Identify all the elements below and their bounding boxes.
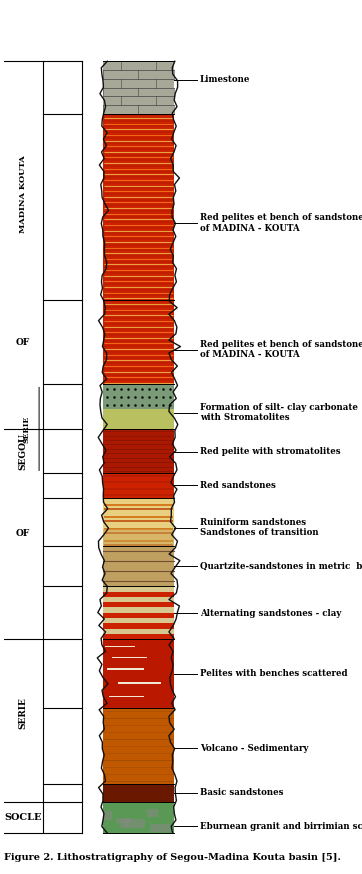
Bar bbox=[103, 385, 174, 429]
Bar bbox=[104, 520, 173, 522]
Text: SERIE: SERIE bbox=[22, 415, 30, 442]
Bar bbox=[103, 409, 174, 429]
Text: Eburnean granit and birrimian schists: Eburnean granit and birrimian schists bbox=[200, 822, 362, 831]
Bar bbox=[116, 818, 131, 823]
Bar bbox=[105, 646, 135, 648]
Bar bbox=[103, 114, 174, 300]
Bar bbox=[103, 628, 174, 634]
Bar bbox=[103, 586, 174, 639]
Bar bbox=[103, 61, 174, 114]
Bar bbox=[103, 618, 174, 623]
Bar bbox=[104, 540, 173, 542]
Bar bbox=[111, 656, 147, 658]
Bar bbox=[104, 508, 173, 510]
Bar bbox=[103, 592, 174, 597]
Bar bbox=[103, 802, 174, 833]
Text: Pelites with benches scattered: Pelites with benches scattered bbox=[200, 669, 348, 678]
Text: Alternating sandstones - clay: Alternating sandstones - clay bbox=[200, 608, 341, 618]
Text: SEGOU: SEGOU bbox=[18, 434, 28, 470]
Bar bbox=[103, 623, 174, 628]
Text: Ruiniform sandstones
Sandstones of transition: Ruiniform sandstones Sandstones of trans… bbox=[200, 517, 319, 538]
Bar bbox=[150, 824, 171, 832]
Bar bbox=[103, 529, 174, 546]
Bar bbox=[103, 634, 174, 639]
Text: Figure 2. Lithostratigraphy of Segou-Madina Kouta basin [5].: Figure 2. Lithostratigraphy of Segou-Mad… bbox=[4, 853, 341, 862]
Text: Basic sandstones: Basic sandstones bbox=[200, 788, 283, 797]
Text: Red pelites et bench of sandstone
of MADINA - KOUTA: Red pelites et bench of sandstone of MAD… bbox=[200, 213, 362, 232]
Bar bbox=[103, 708, 174, 785]
Text: SERIE: SERIE bbox=[18, 697, 28, 729]
Text: SOCLE: SOCLE bbox=[4, 813, 42, 822]
Bar bbox=[104, 811, 112, 820]
Text: Red pelite with stromatolites: Red pelite with stromatolites bbox=[200, 447, 340, 456]
Bar bbox=[104, 545, 173, 546]
Bar bbox=[103, 639, 174, 708]
Bar bbox=[104, 516, 173, 517]
Text: Red pelites et bench of sandstone
of MADINA - KOUTA: Red pelites et bench of sandstone of MAD… bbox=[200, 340, 362, 359]
Bar bbox=[103, 546, 174, 586]
Text: Quartzite-sandstones in metric  benches: Quartzite-sandstones in metric benches bbox=[200, 562, 362, 571]
Bar bbox=[103, 586, 174, 592]
Bar bbox=[147, 808, 158, 817]
Bar bbox=[125, 819, 144, 829]
Bar bbox=[118, 682, 161, 683]
Bar bbox=[103, 785, 174, 802]
Bar bbox=[103, 597, 174, 602]
Bar bbox=[103, 385, 174, 409]
Bar bbox=[103, 613, 174, 618]
Bar bbox=[109, 696, 144, 697]
Bar bbox=[103, 607, 174, 613]
Text: OF: OF bbox=[16, 530, 30, 538]
Bar bbox=[103, 602, 174, 607]
Bar bbox=[120, 821, 127, 828]
Bar bbox=[104, 504, 173, 506]
Bar bbox=[104, 532, 173, 534]
Text: OF: OF bbox=[16, 338, 30, 347]
Text: MADINA KOUTA: MADINA KOUTA bbox=[19, 156, 27, 233]
Text: Formation of silt- clay carbonate
with Stromatolites: Formation of silt- clay carbonate with S… bbox=[200, 403, 358, 422]
Text: Volcano - Sedimentary: Volcano - Sedimentary bbox=[200, 744, 308, 753]
Bar bbox=[103, 497, 174, 546]
Bar bbox=[103, 429, 174, 474]
Text: Limestone: Limestone bbox=[200, 75, 250, 85]
Text: Red sandstones: Red sandstones bbox=[200, 481, 276, 490]
Bar bbox=[103, 300, 174, 385]
Bar bbox=[103, 474, 174, 497]
Bar bbox=[104, 528, 173, 530]
